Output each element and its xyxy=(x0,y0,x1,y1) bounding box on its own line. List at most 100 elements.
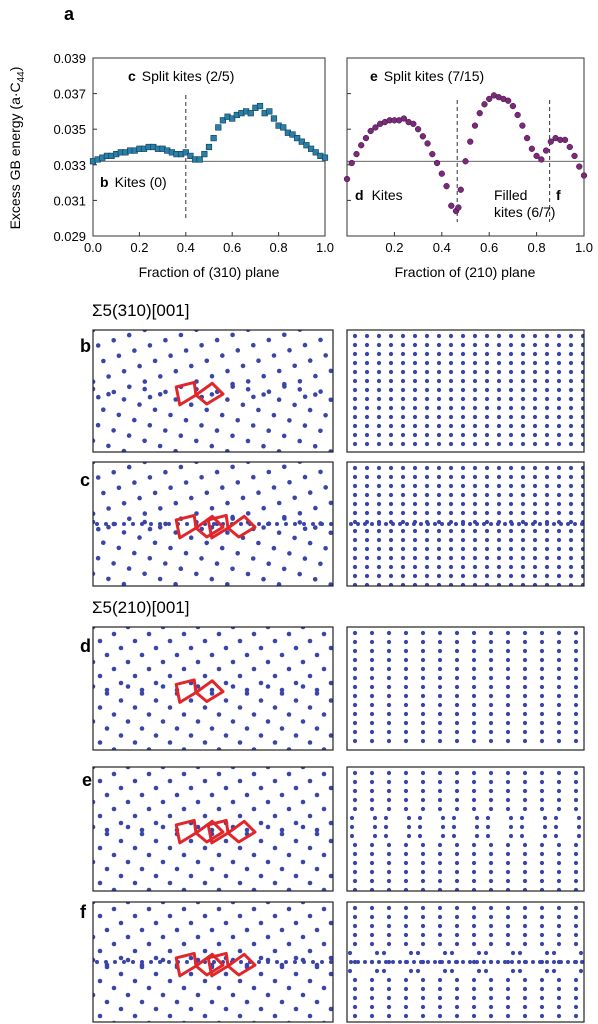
atom xyxy=(580,546,584,552)
y-tick-label: 0.031 xyxy=(53,193,86,208)
atom xyxy=(311,960,315,964)
atom xyxy=(147,343,153,348)
atom xyxy=(488,887,494,891)
atom xyxy=(510,950,516,956)
atom xyxy=(448,492,454,498)
atom xyxy=(454,905,460,911)
atom xyxy=(352,702,358,708)
atom xyxy=(286,747,292,750)
data-point xyxy=(247,110,254,117)
atom xyxy=(544,483,550,489)
atom xyxy=(321,852,327,858)
atom xyxy=(437,797,443,803)
atom xyxy=(400,432,406,438)
atom xyxy=(580,423,584,429)
atom xyxy=(488,693,494,699)
data-point xyxy=(353,150,360,158)
atom xyxy=(522,711,528,717)
atom xyxy=(551,950,557,956)
atom xyxy=(573,702,579,708)
atom xyxy=(505,1013,511,1019)
atom xyxy=(508,573,514,579)
atom xyxy=(202,845,208,851)
atom xyxy=(412,396,418,402)
atom xyxy=(580,465,584,471)
atom xyxy=(448,582,454,586)
atom xyxy=(230,992,236,998)
atom xyxy=(265,719,271,724)
atom xyxy=(132,638,138,644)
atom xyxy=(202,813,208,819)
atom xyxy=(496,474,502,480)
atom xyxy=(542,824,548,830)
atom xyxy=(223,971,229,977)
atom xyxy=(240,363,246,369)
atom xyxy=(508,537,514,543)
atom xyxy=(454,806,460,812)
atom xyxy=(307,913,313,919)
atom xyxy=(225,500,230,506)
atom xyxy=(126,566,132,571)
atom xyxy=(297,511,303,516)
atom xyxy=(307,845,313,851)
atom xyxy=(258,698,264,703)
structure-left-d xyxy=(92,626,334,751)
atom xyxy=(532,441,538,447)
atom xyxy=(173,530,178,535)
atom xyxy=(522,729,528,735)
atom xyxy=(300,659,306,665)
atom xyxy=(573,720,579,726)
atom xyxy=(118,680,124,686)
atom xyxy=(293,971,299,977)
atom xyxy=(369,914,375,920)
atom xyxy=(568,387,574,393)
atom xyxy=(202,1013,208,1019)
atom xyxy=(391,522,395,526)
atom xyxy=(328,873,333,879)
kite-outline xyxy=(174,380,198,407)
atom xyxy=(539,986,545,992)
atom xyxy=(369,738,375,744)
atom xyxy=(522,806,528,812)
atom xyxy=(276,582,282,586)
atom xyxy=(544,333,550,339)
atom xyxy=(496,960,500,964)
data-point xyxy=(303,142,310,149)
atom xyxy=(488,1013,494,1019)
atom xyxy=(237,880,243,886)
atom xyxy=(522,702,528,708)
atom xyxy=(334,567,339,572)
atom xyxy=(417,824,423,830)
atom xyxy=(573,887,579,891)
atom xyxy=(188,838,194,844)
atom xyxy=(125,957,131,963)
atom xyxy=(403,905,409,911)
atom xyxy=(412,960,416,964)
atom xyxy=(225,397,230,402)
atom xyxy=(364,465,370,471)
atom xyxy=(471,941,477,947)
atom xyxy=(199,343,204,348)
atom xyxy=(403,693,409,699)
atom xyxy=(556,878,562,884)
atom xyxy=(125,934,131,940)
atom xyxy=(104,691,110,696)
atom xyxy=(352,1004,358,1010)
atom xyxy=(436,342,442,348)
atom xyxy=(104,827,110,833)
atom xyxy=(307,638,313,644)
atom xyxy=(160,859,166,865)
atom xyxy=(573,1013,579,1019)
atom xyxy=(488,995,494,1001)
atom xyxy=(204,407,209,413)
atom xyxy=(388,492,394,498)
atom xyxy=(376,423,382,429)
atom xyxy=(424,333,430,339)
atom xyxy=(118,733,124,738)
atom xyxy=(101,490,106,496)
atom xyxy=(266,389,272,395)
atom xyxy=(104,687,110,693)
atom xyxy=(202,638,208,644)
atom xyxy=(461,522,465,526)
